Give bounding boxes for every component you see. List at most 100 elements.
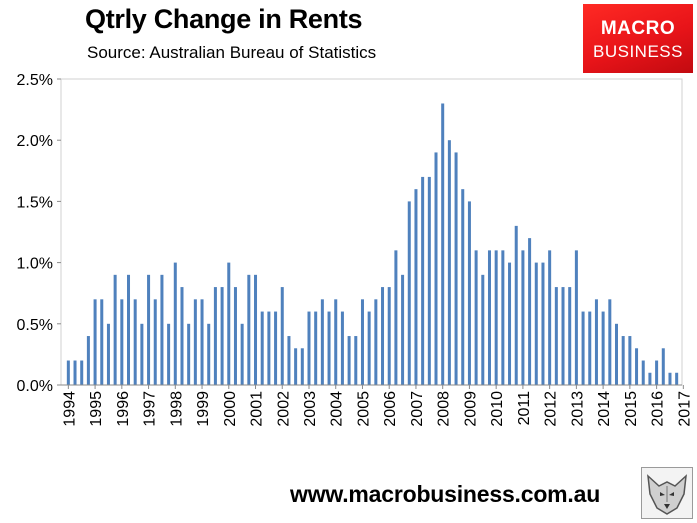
bar [227, 262, 231, 385]
bar [307, 311, 311, 385]
y-tick-label: 1.5% [17, 194, 53, 211]
bar [294, 348, 298, 385]
bar [635, 348, 639, 385]
x-tick-label: 2003 [302, 391, 319, 427]
wolf-logo-icon [641, 467, 693, 519]
x-tick-label: 2004 [329, 391, 346, 427]
x-tick-label: 2007 [409, 391, 426, 427]
x-tick-label: 2013 [569, 391, 586, 427]
bar [414, 189, 418, 385]
bar [648, 372, 652, 385]
plot-area [60, 78, 683, 386]
x-tick-label: 2008 [436, 391, 453, 427]
bar [100, 299, 104, 385]
bar [260, 311, 264, 385]
x-tick-label: 1995 [88, 391, 105, 427]
bar [180, 287, 184, 385]
bar [240, 323, 244, 385]
bar [501, 250, 505, 385]
bar [608, 299, 612, 385]
bar [601, 311, 605, 385]
bar [581, 311, 585, 385]
bar [86, 336, 90, 385]
bar [441, 103, 445, 385]
bar [327, 311, 331, 385]
x-tick-label: 2001 [249, 391, 266, 427]
x-tick-label: 2014 [596, 391, 613, 427]
bar [367, 311, 371, 385]
chart-subtitle: Source: Australian Bureau of Statistics [87, 43, 377, 62]
x-tick-label: 2016 [650, 391, 667, 427]
x-tick-label: 2011 [516, 391, 533, 426]
bar [287, 336, 291, 385]
bar [354, 336, 358, 385]
bar [548, 250, 552, 385]
y-tick-label: 1.0% [17, 256, 53, 273]
bar [554, 287, 558, 385]
bar [434, 152, 438, 385]
bar [621, 336, 625, 385]
bar [200, 299, 204, 385]
bar [254, 274, 258, 385]
x-tick-label: 1999 [195, 391, 212, 427]
x-tick-label: 2009 [462, 391, 479, 427]
x-axis: 1994 1995 1996 1997 1998 1999 2000 2001 2002 2003… [61, 384, 693, 427]
bar [193, 299, 197, 385]
bar [347, 336, 351, 385]
logo-line-2: BUSINESS [593, 42, 683, 61]
bar [461, 189, 465, 385]
y-tick-label: 0.5% [17, 317, 53, 334]
bar [655, 360, 659, 385]
y-tick-label: 2.5% [17, 72, 53, 89]
y-tick-label: 0.0% [17, 378, 53, 395]
bar [160, 274, 164, 385]
bar [401, 274, 405, 385]
x-tick-label: 1996 [115, 391, 132, 427]
x-tick-label: 2005 [355, 391, 372, 427]
x-tick-label: 2006 [382, 391, 399, 427]
bar [628, 336, 632, 385]
footer-url[interactable]: www.macrobusiness.com.au [290, 481, 601, 507]
x-tick-label: 2010 [489, 391, 506, 427]
bar [521, 250, 525, 385]
x-tick-label: 2017 [676, 391, 693, 427]
bar [106, 323, 110, 385]
bar [614, 323, 618, 385]
x-tick-label: 1998 [168, 391, 185, 427]
bar [120, 299, 124, 385]
bar [528, 238, 532, 385]
bar [427, 176, 431, 385]
bar [113, 274, 117, 385]
bar [233, 287, 237, 385]
bar-series [66, 103, 679, 385]
bar [220, 287, 224, 385]
x-tick-label: 1997 [142, 391, 159, 427]
bar [127, 274, 131, 385]
bar [508, 262, 512, 385]
bar [675, 372, 679, 385]
bar [80, 360, 84, 385]
x-tick-label: 2015 [623, 391, 640, 427]
bar [274, 311, 278, 385]
bar [93, 299, 97, 385]
bar [360, 299, 364, 385]
bar [334, 299, 338, 385]
bar [594, 299, 598, 385]
bar [173, 262, 177, 385]
rents-bar-chart: 0.0%0.5%1.0%1.5%2.0%2.5% 1994 1995 1996 199… [17, 72, 694, 427]
bar [381, 287, 385, 385]
bar [467, 201, 471, 385]
bar [300, 348, 304, 385]
bar [487, 250, 491, 385]
macrobusiness-logo[interactable]: MACRO BUSINESS [583, 4, 693, 73]
bar [494, 250, 498, 385]
bar [568, 287, 572, 385]
bar [407, 201, 411, 385]
bar [641, 360, 645, 385]
bar [280, 287, 284, 385]
bar [574, 250, 578, 385]
y-axis: 0.0% 0.5% 1.0% 1.5% 2.0% 2.5% [17, 72, 61, 395]
bar [133, 299, 137, 385]
bar [314, 311, 318, 385]
bar [140, 323, 144, 385]
